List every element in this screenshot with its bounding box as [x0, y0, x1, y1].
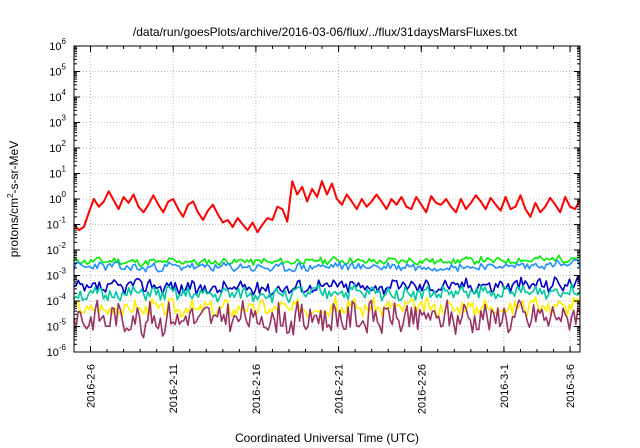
y-axis-title-post: -s-sr-MeV — [7, 141, 21, 194]
y-tick-label: 104 — [49, 88, 66, 104]
y-axis-title: protons/cm2-s-sr-MeV — [6, 141, 21, 257]
series-lines — [73, 180, 581, 339]
y-tick-label: 100 — [49, 190, 66, 206]
series-line — [73, 282, 581, 304]
series-line — [73, 299, 581, 339]
series-line — [73, 180, 581, 234]
x-tick-label: 2016-2-26 — [416, 364, 428, 414]
y-tick-label: 103 — [49, 114, 66, 130]
series-line — [73, 259, 581, 273]
series-line — [73, 254, 581, 267]
y-axis-title-pre: protons/cm — [7, 198, 21, 257]
y-tick-label: 10-4 — [47, 292, 67, 308]
y-axis-ticks: 10-6 10-5 10-4 10-3 10-2 10-1 100 101 102 103 104 1… — [47, 37, 580, 359]
y-tick-label: 102 — [49, 139, 66, 155]
x-tick-label: 2016-2-16 — [251, 364, 263, 414]
x-tick-label: 2016-3-1 — [499, 364, 511, 408]
series-line — [73, 295, 581, 319]
x-axis-title: Coordinated Universal Time (UTC) — [235, 431, 419, 445]
x-tick-label: 2016-3-6 — [565, 364, 577, 408]
y-tick-label: 10-6 — [47, 343, 67, 359]
x-axis-ticks: 2016-2-6 2016-2-11 2016-2-16 2016-2-21 2016-… — [73, 46, 577, 414]
chart-title: /data/run/goesPlots/archive/2016-03-06/f… — [133, 25, 518, 39]
y-axis-title-sup: 2 — [6, 193, 15, 198]
grid — [74, 46, 580, 352]
y-tick-label: 10-3 — [47, 267, 67, 283]
series-line — [73, 275, 581, 298]
y-tick-label: 105 — [49, 63, 66, 79]
y-tick-label: 10-1 — [47, 216, 67, 232]
y-tick-label: 101 — [49, 165, 66, 181]
x-tick-label: 2016-2-21 — [334, 364, 346, 414]
y-tick-label: 106 — [49, 37, 66, 53]
y-tick-label: 10-2 — [47, 241, 67, 257]
x-tick-label: 2016-2-6 — [86, 364, 98, 408]
y-tick-label: 10-5 — [47, 318, 67, 334]
x-tick-label: 2016-2-11 — [168, 364, 180, 413]
